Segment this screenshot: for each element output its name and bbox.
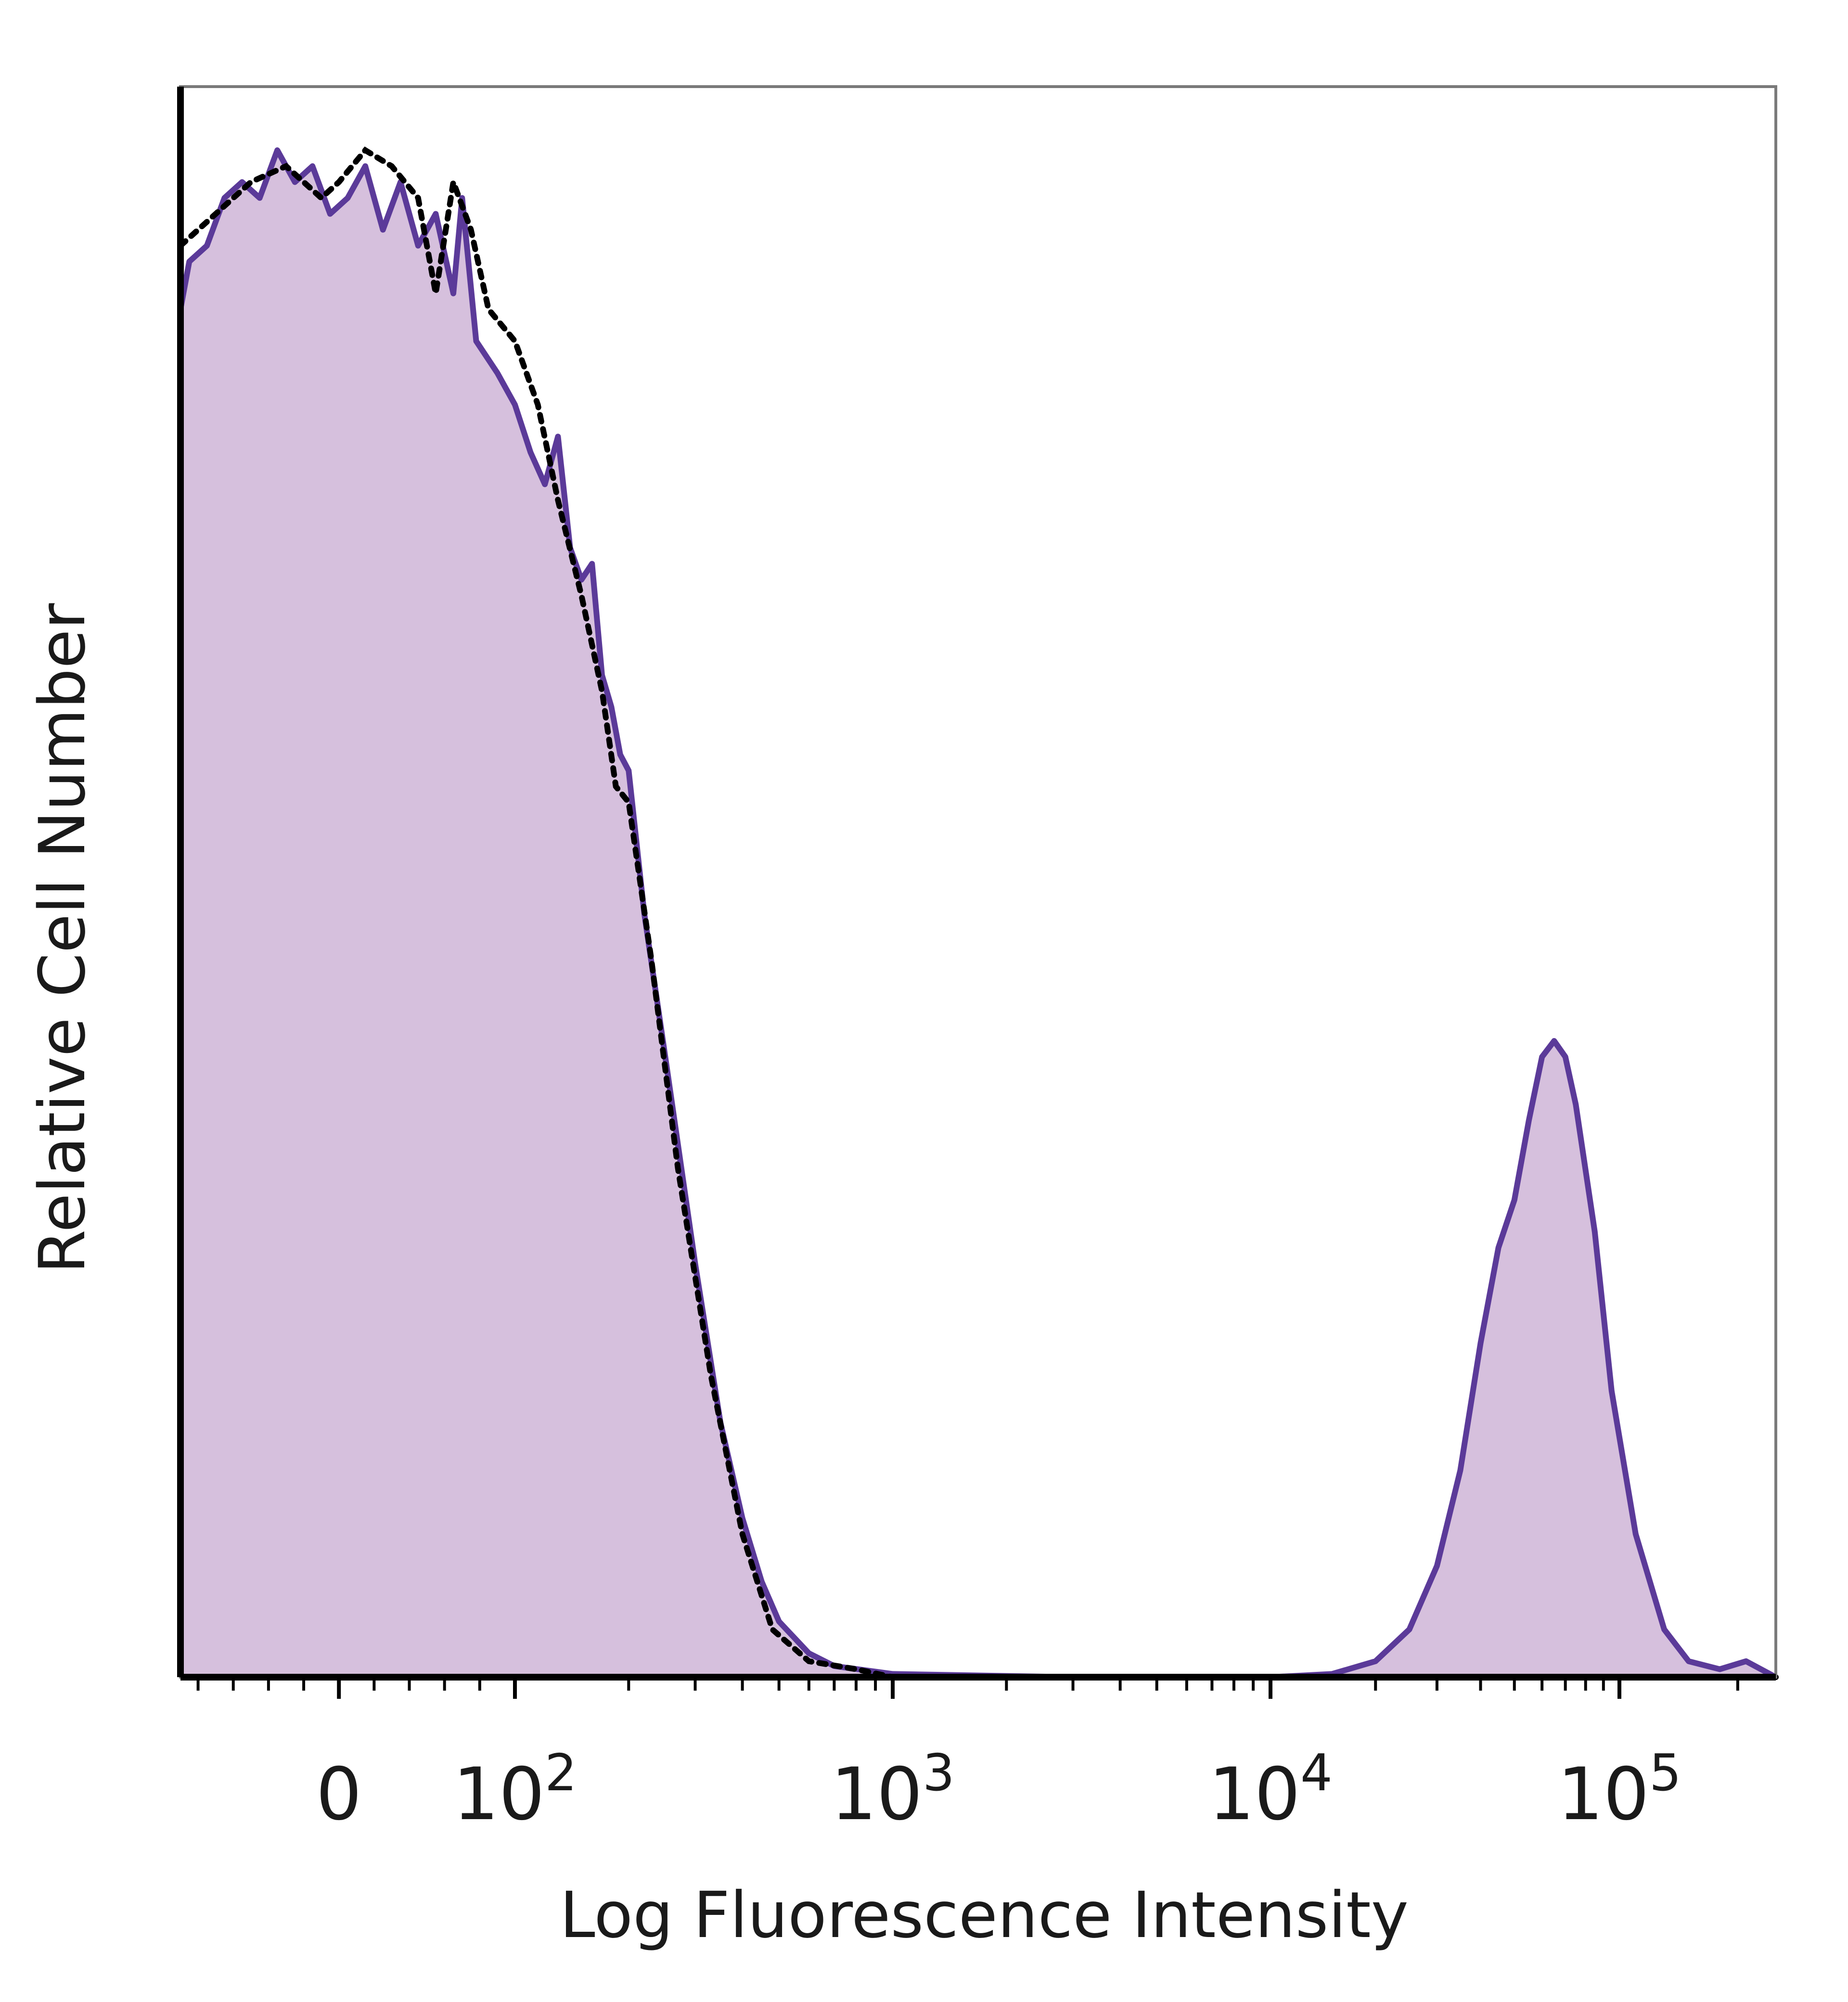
axes: 0 102 103 104 105 bbox=[177, 85, 1777, 1836]
plot-area bbox=[178, 146, 1779, 1680]
stained-sample-fill bbox=[180, 150, 1776, 1678]
x-tick-label: 0 bbox=[316, 1753, 361, 1836]
x-tick-label: 102 bbox=[453, 1744, 577, 1836]
x-tick-label: 103 bbox=[831, 1744, 955, 1836]
y-axis-title: Relative Cell Number bbox=[26, 603, 100, 1274]
x-tick-label: 105 bbox=[1557, 1744, 1681, 1836]
x-tick-label: 104 bbox=[1208, 1744, 1333, 1836]
x-axis-title: Log Fluorescence Intensity bbox=[560, 1878, 1409, 1952]
isotype-control-line bbox=[178, 146, 1779, 1680]
